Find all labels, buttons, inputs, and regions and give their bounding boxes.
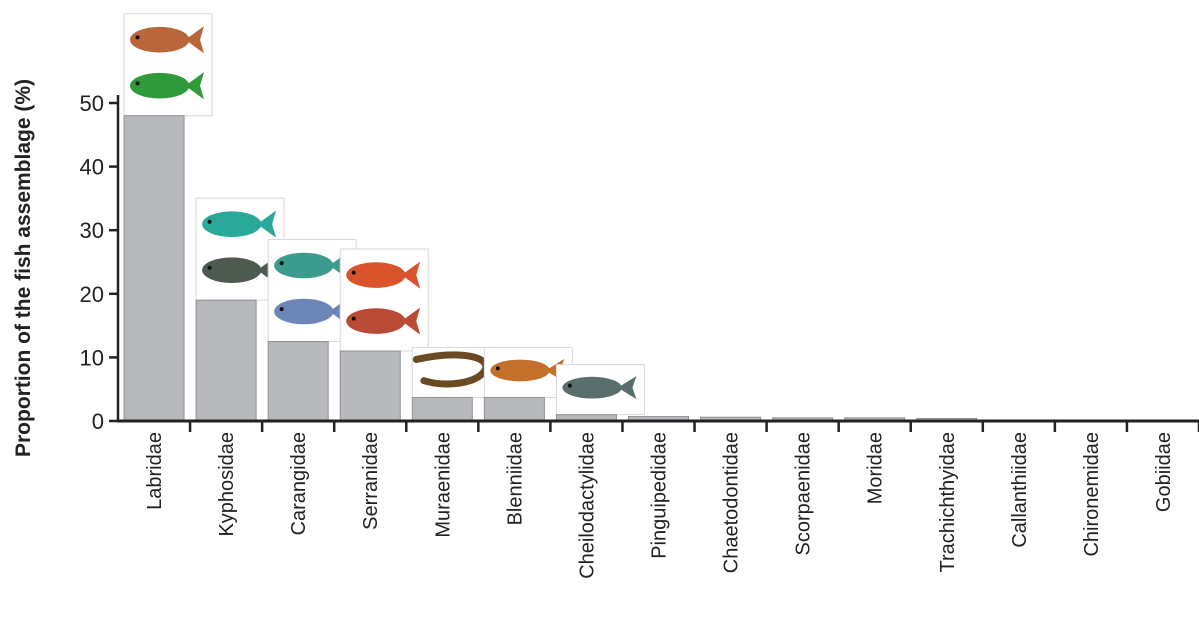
fish-photo-serranidae <box>339 248 429 352</box>
x-tick-label-cheilodactylidae: Cheilodactylidae <box>576 432 598 579</box>
x-tick-label-chironemidae: Chironemidae <box>1081 432 1103 557</box>
x-tick-label-scorpaenidae: Scorpaenidae <box>793 432 815 555</box>
bars-layer <box>123 115 1194 422</box>
fish-photo-cheilodactylidae <box>555 364 645 416</box>
fish-photo-layer <box>123 13 645 416</box>
x-tick-label-labridae: Labridae <box>144 432 166 510</box>
x-tick-label-chaetodontidae: Chaetodontidae <box>721 432 743 573</box>
x-tick-label-callanthiidae: Callanthiidae <box>1009 432 1031 548</box>
y-tick-label: 30 <box>80 218 104 243</box>
drummer-teal-icon <box>202 210 277 238</box>
bar-muraenidae <box>411 396 473 422</box>
x-ticks-layer: Labridae Kyphosidae Carangidae Serranidae Mu… <box>144 421 1199 579</box>
y-ticks-layer: 0 10 20 30 40 50 <box>80 91 118 434</box>
y-tick-label: 0 <box>92 409 104 434</box>
fish-photo-labridae <box>123 13 213 117</box>
x-tick-label-kyphosidae: Kyphosidae <box>216 432 238 537</box>
bar-kyphosidae <box>195 299 257 422</box>
y-tick-label: 40 <box>80 155 104 180</box>
x-tick-label-trachichthyidae: Trachichthyidae <box>937 432 959 572</box>
bar-blenniidae <box>483 396 545 422</box>
perch-banded-icon <box>346 307 421 335</box>
morwong-icon <box>562 376 637 400</box>
x-tick-label-blenniidae: Blenniidae <box>504 432 526 525</box>
y-tick-label: 20 <box>80 282 104 307</box>
wrasse-green-icon <box>130 72 205 100</box>
perch-red-icon <box>346 261 421 289</box>
x-tick-label-serranidae: Serranidae <box>360 432 382 530</box>
x-tick-label-pinguipedidae: Pinguipedidae <box>649 432 671 559</box>
wrasse-brown-icon <box>130 26 205 54</box>
x-tick-label-moridae: Moridae <box>865 432 887 504</box>
y-tick-label: 50 <box>80 91 104 116</box>
y-tick-label: 10 <box>80 345 104 370</box>
y-axis-title: Proportion of the fish assemblage (%) <box>12 79 35 457</box>
bar-labridae <box>123 115 185 422</box>
axes-layer <box>116 95 1199 423</box>
x-tick-label-muraenidae: Muraenidae <box>432 432 454 538</box>
bar-serranidae <box>339 350 401 422</box>
x-tick-label-gobiidae: Gobiidae <box>1153 432 1175 512</box>
x-tick-label-carangidae: Carangidae <box>288 432 310 535</box>
bar-carangidae <box>267 341 329 422</box>
